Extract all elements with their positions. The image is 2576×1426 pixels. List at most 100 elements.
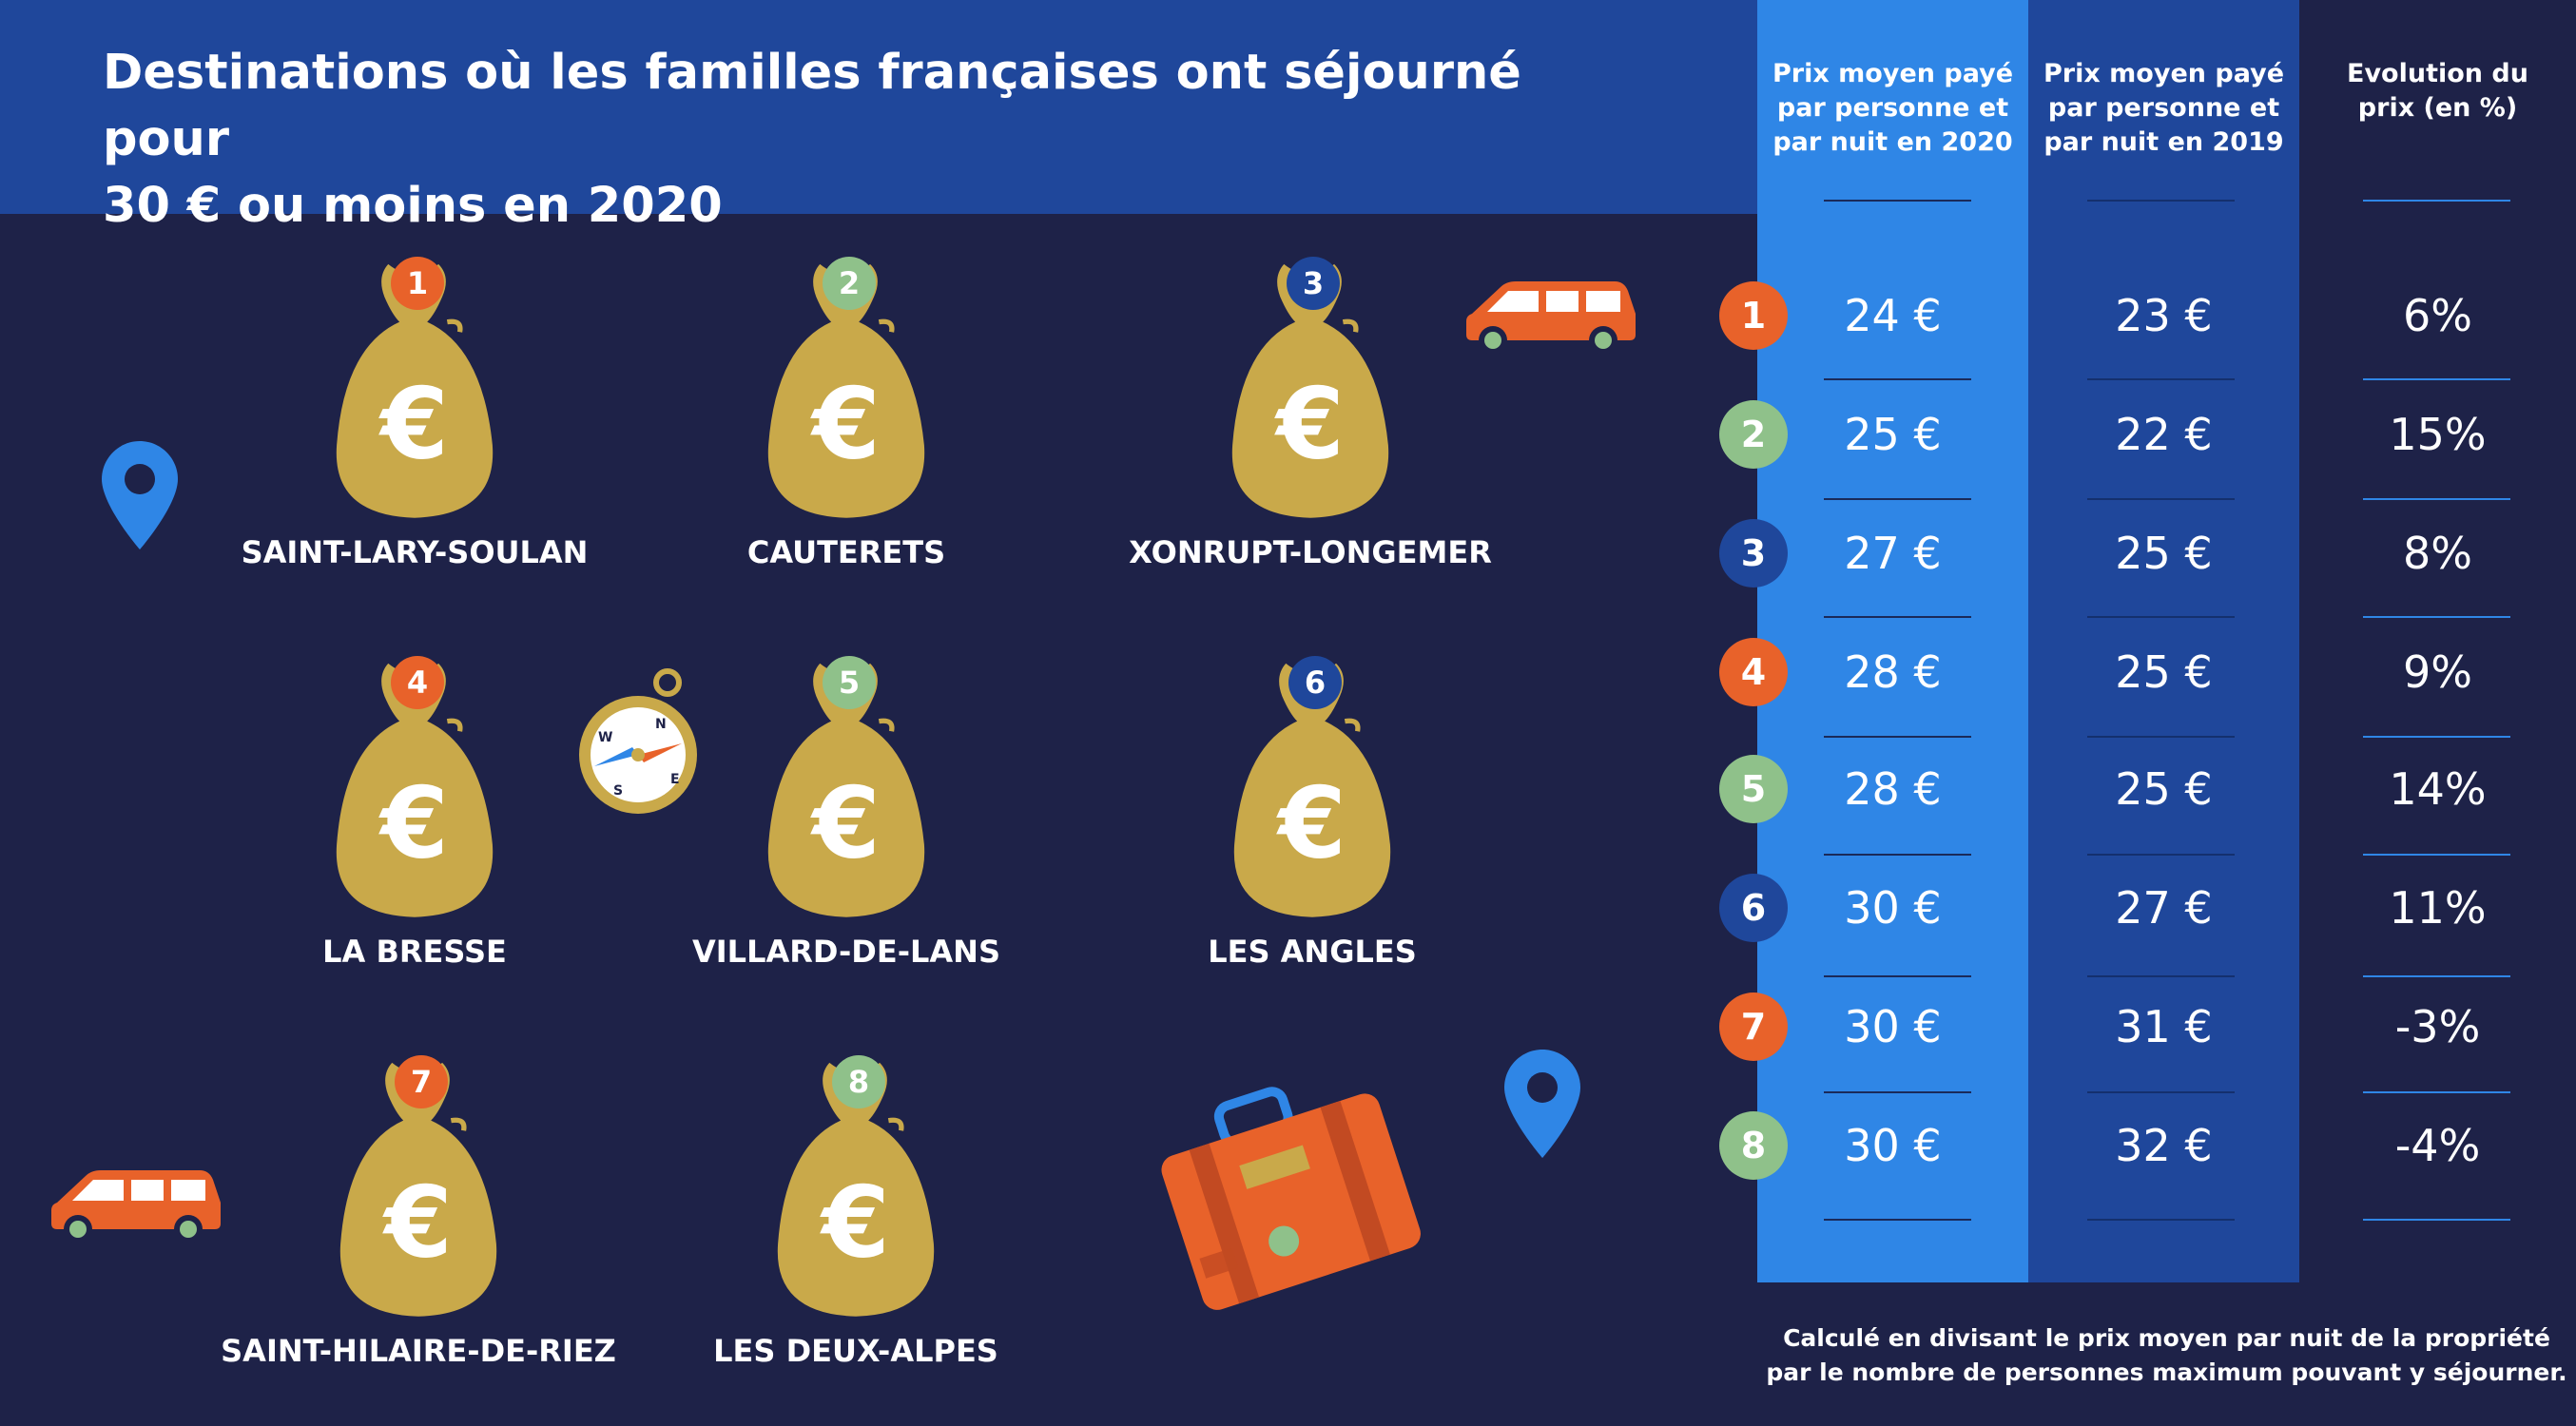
rank-badge: 4 bbox=[1719, 638, 1788, 706]
row-divider bbox=[2363, 1219, 2510, 1221]
money-bag-icon: € bbox=[767, 663, 925, 917]
price-2019-cell: 25 € bbox=[2115, 528, 2213, 579]
compass-icon: N E S W bbox=[579, 668, 697, 814]
rank-badge: 7 bbox=[1719, 992, 1788, 1061]
euro-sign: € bbox=[820, 1166, 890, 1280]
row-divider bbox=[2363, 498, 2510, 500]
row-divider bbox=[2087, 200, 2235, 202]
money-bag-icon: € bbox=[339, 1062, 497, 1317]
rank-badge: 1 bbox=[391, 257, 444, 310]
evolution-cell: 11% bbox=[2389, 882, 2487, 934]
destination-name: CAUTERETS bbox=[746, 534, 946, 570]
money-bag-icon: € bbox=[767, 263, 925, 518]
destination-card: €8 LES DEUX-ALPES bbox=[656, 1055, 1056, 1397]
row-divider bbox=[2087, 498, 2235, 500]
row-divider bbox=[2363, 200, 2510, 202]
row-divider bbox=[2087, 378, 2235, 380]
destination-card: €5 VILLARD-DE-LANS bbox=[647, 656, 1046, 998]
page-title: Destinations où les familles françaises … bbox=[103, 45, 1521, 234]
euro-sign: € bbox=[810, 367, 881, 481]
car-icon bbox=[51, 1170, 221, 1243]
money-bag-icon: € bbox=[1233, 663, 1391, 917]
rank-badge: 2 bbox=[823, 257, 876, 310]
destination-card: €2 CAUTERETS bbox=[647, 257, 1046, 599]
rank-badge: 4 bbox=[391, 656, 444, 709]
money-bag-icon: € bbox=[1231, 263, 1389, 518]
evolution-cell: 6% bbox=[2403, 290, 2472, 341]
footnote: Calculé en divisant le prix moyen par nu… bbox=[1766, 1324, 2567, 1386]
destination-name: VILLARD-DE-LANS bbox=[692, 934, 1000, 970]
destination-card: €3 XONRUPT-LONGEMER bbox=[1111, 257, 1510, 599]
rank-badge: 6 bbox=[1288, 656, 1342, 709]
suitcase-icon bbox=[1161, 1087, 1421, 1310]
money-bag-icon: € bbox=[777, 1062, 935, 1317]
price-2019-cell: 25 € bbox=[2115, 763, 2213, 815]
money-bag-icon: € bbox=[336, 663, 494, 917]
price-2020-cell: 28 € bbox=[1844, 646, 1942, 698]
destination-card: €6 LES ANGLES bbox=[1113, 656, 1512, 998]
header-price-2019: Prix moyen payé par personne et par nuit… bbox=[2043, 59, 2285, 157]
price-2019-cell: 31 € bbox=[2115, 1001, 2213, 1052]
row-divider bbox=[2363, 378, 2510, 380]
rank-badge: 2 bbox=[1719, 400, 1788, 469]
evolution-cell: 9% bbox=[2403, 646, 2472, 698]
row-divider bbox=[1824, 1091, 1971, 1093]
price-2019-cell: 32 € bbox=[2115, 1120, 2213, 1171]
price-2019-cell: 23 € bbox=[2115, 290, 2213, 341]
header-evolution: Evolution du prix (en %) bbox=[2347, 59, 2528, 123]
rank-badge: 8 bbox=[1719, 1111, 1788, 1180]
row-divider bbox=[2087, 975, 2235, 977]
row-divider bbox=[1824, 616, 1971, 618]
evolution-cell: 15% bbox=[2389, 409, 2487, 460]
row-divider bbox=[2363, 736, 2510, 738]
destination-name: LA BRESSE bbox=[322, 934, 507, 970]
evolution-cell: 8% bbox=[2403, 528, 2472, 579]
row-divider bbox=[1824, 854, 1971, 856]
destination-card: €1 SAINT-LARY-SOULAN bbox=[215, 257, 614, 599]
destination-name: SAINT-HILAIRE-DE-RIEZ bbox=[221, 1333, 616, 1369]
rank-badge: 5 bbox=[1719, 755, 1788, 823]
map-pin-icon bbox=[1504, 1050, 1580, 1158]
euro-sign: € bbox=[1276, 766, 1346, 880]
row-divider bbox=[2363, 975, 2510, 977]
money-bag-icon: € bbox=[336, 263, 494, 518]
row-divider bbox=[2087, 854, 2235, 856]
destination-card: €4 LA BRESSE bbox=[215, 656, 614, 998]
row-divider bbox=[2087, 1091, 2235, 1093]
column-price-2020: Prix moyen payé par personne et par nuit… bbox=[1757, 0, 2028, 1282]
header-price-2020: Prix moyen payé par personne et par nuit… bbox=[1772, 59, 2014, 157]
row-divider bbox=[1824, 1219, 1971, 1221]
svg-text:E: E bbox=[670, 772, 680, 787]
row-divider bbox=[2087, 616, 2235, 618]
map-pin-icon bbox=[102, 441, 178, 549]
svg-text:W: W bbox=[598, 730, 612, 745]
destination-name: LES DEUX-ALPES bbox=[713, 1333, 998, 1369]
price-2020-cell: 30 € bbox=[1844, 1001, 1942, 1052]
row-divider bbox=[1824, 498, 1971, 500]
row-divider bbox=[1824, 975, 1971, 977]
euro-sign: € bbox=[1274, 367, 1345, 481]
rank-badge: 8 bbox=[832, 1055, 885, 1108]
destination-name: LES ANGLES bbox=[1208, 934, 1417, 970]
svg-text:S: S bbox=[613, 783, 623, 799]
row-divider bbox=[1824, 378, 1971, 380]
euro-sign: € bbox=[378, 766, 449, 880]
price-2019-cell: 25 € bbox=[2115, 646, 2213, 698]
price-2019-cell: 22 € bbox=[2115, 409, 2213, 460]
euro-sign: € bbox=[810, 766, 881, 880]
row-divider bbox=[2363, 854, 2510, 856]
svg-text:N: N bbox=[655, 717, 667, 732]
evolution-cell: 14% bbox=[2389, 763, 2487, 815]
price-2020-cell: 28 € bbox=[1844, 763, 1942, 815]
rank-badge: 1 bbox=[1719, 281, 1788, 350]
price-2019-cell: 27 € bbox=[2115, 882, 2213, 934]
column-price-2019: Prix moyen payé par personne et par nuit… bbox=[2028, 0, 2299, 1282]
price-2020-cell: 24 € bbox=[1844, 290, 1942, 341]
row-divider bbox=[1824, 200, 1971, 202]
row-divider bbox=[2363, 1091, 2510, 1093]
rank-badge: 5 bbox=[823, 656, 876, 709]
price-2020-cell: 27 € bbox=[1844, 528, 1942, 579]
evolution-cell: -4% bbox=[2394, 1120, 2481, 1171]
destination-name: XONRUPT-LONGEMER bbox=[1129, 534, 1492, 570]
column-evolution: Evolution du prix (en %) bbox=[2299, 0, 2576, 1282]
